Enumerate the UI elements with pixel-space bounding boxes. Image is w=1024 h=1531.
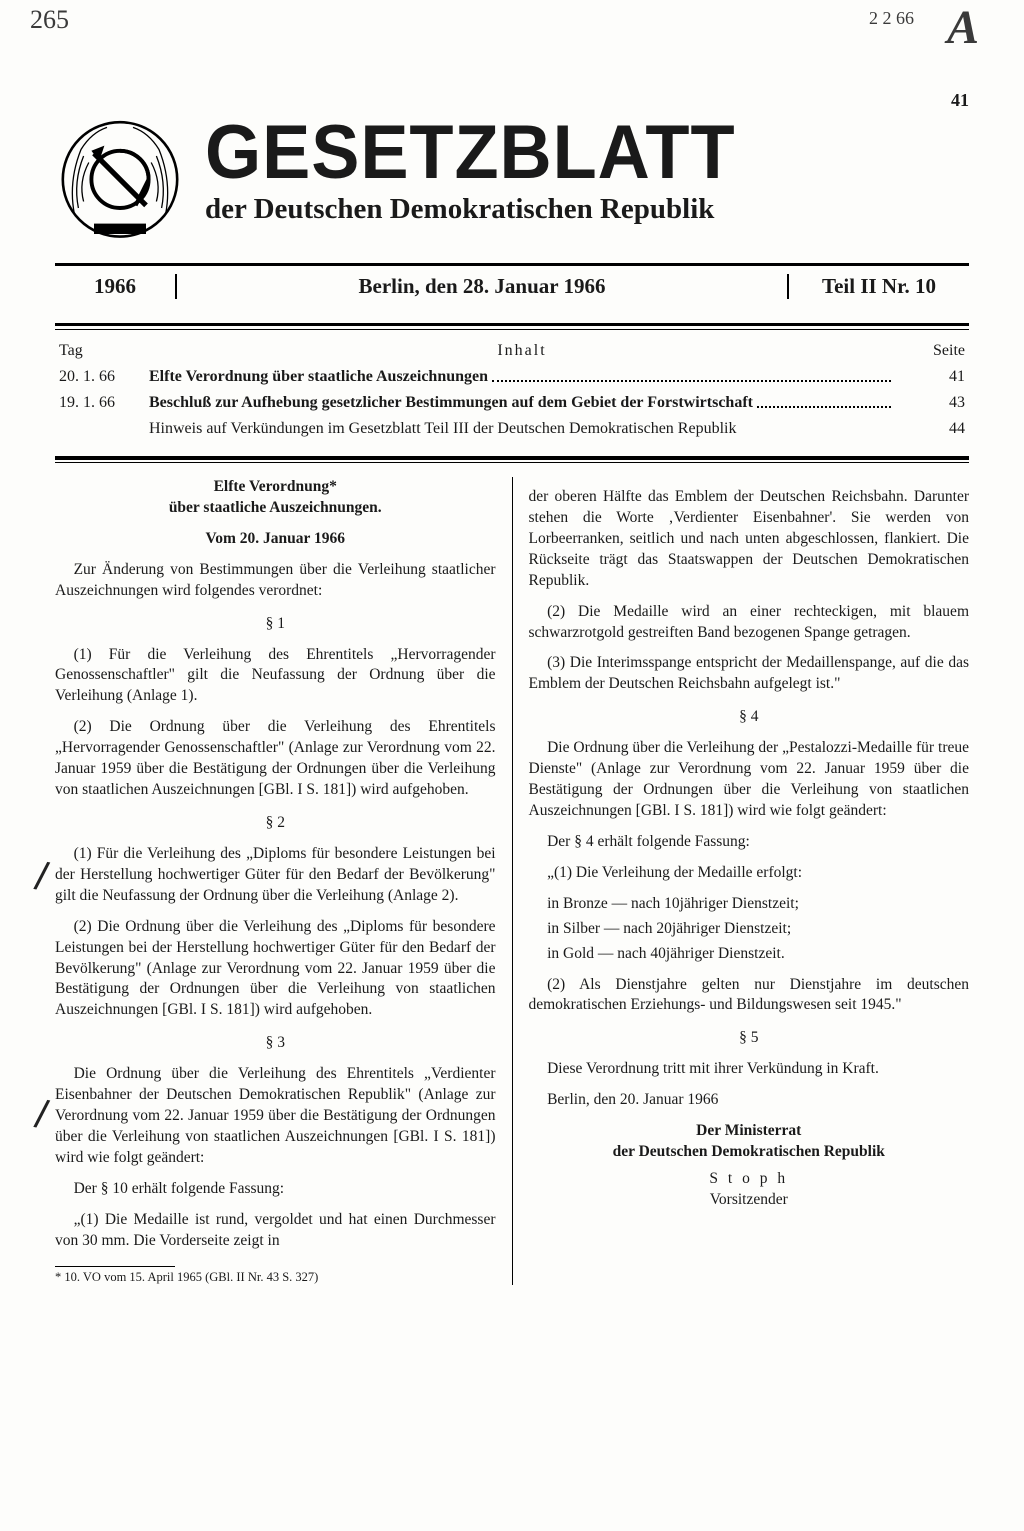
para: (1) Für die Verleihung des „Diploms für …: [55, 844, 496, 907]
para: (2) Die Ordnung über die Verleihung des …: [55, 717, 496, 801]
para: (3) Die Interimsspange entspricht der Me…: [529, 653, 970, 695]
toc-page: 41: [895, 368, 965, 386]
toc-title: Elfte Verordnung über staatliche Auszeic…: [149, 368, 488, 386]
list-item: in Bronze — nach 10jähriger Dienstzeit;: [547, 894, 969, 915]
ordinance-subtitle: über staatliche Auszeichnungen.: [55, 498, 496, 519]
para: Berlin, den 20. Januar 1966: [529, 1090, 970, 1111]
para: Diese Verordnung tritt mit ihrer Verkünd…: [529, 1059, 970, 1080]
toc-page: 43: [895, 394, 965, 412]
para: Die Ordnung über die Verleihung der „Pes…: [529, 738, 970, 822]
toc-row: 19. 1. 66 Beschluß zur Aufhebung gesetzl…: [59, 390, 965, 416]
toc-title: Hinweis auf Verkündungen im Gesetzblatt …: [149, 420, 736, 438]
rule: [55, 1266, 175, 1267]
header-date: Berlin, den 28. Januar 1966: [177, 274, 789, 299]
handwriting-letter-a: A: [947, 0, 979, 55]
ddr-emblem-icon: [55, 117, 185, 247]
para: (1) Für die Verleihung des Ehrentitels „…: [55, 645, 496, 708]
signatory-line: der Deutschen Demokratischen Republik: [529, 1142, 970, 1163]
handwriting-top-left: 265: [30, 5, 69, 35]
page-number-top: 41: [55, 90, 969, 111]
list-item: in Gold — nach 40jähriger Dienstzeit.: [547, 944, 969, 965]
rule: [55, 323, 969, 326]
ordinance-date: Vom 20. Januar 1966: [55, 529, 496, 550]
header-year: 1966: [55, 274, 177, 299]
toc-header-inhalt: Inhalt: [149, 342, 895, 360]
toc-row: Hinweis auf Verkündungen im Gesetzblatt …: [59, 416, 965, 442]
section-heading: § 2: [55, 813, 496, 834]
para: (2) Die Ordnung über die Verleihung des …: [55, 917, 496, 1022]
ordinance-title: Elfte Verordnung*: [55, 477, 496, 498]
column-left: Elfte Verordnung* über staatliche Auszei…: [55, 477, 513, 1285]
table-of-contents: Tag Inhalt Seite 20. 1. 66 Elfte Verordn…: [55, 330, 969, 446]
signatory-line: Der Ministerrat: [529, 1121, 970, 1142]
header-bar: 1966 Berlin, den 28. Januar 1966 Teil II…: [55, 266, 969, 307]
margin-mark-icon: /: [31, 1087, 53, 1142]
section-heading: § 1: [55, 614, 496, 635]
para: (2) Als Dienstjahre gelten nur Dienstjah…: [529, 975, 970, 1017]
toc-row: 20. 1. 66 Elfte Verordnung über staatlic…: [59, 364, 965, 390]
column-right: der oberen Hälfte das Emblem der Deutsch…: [513, 477, 970, 1285]
section-heading: § 4: [529, 707, 970, 728]
signatory-name: S t o p h: [529, 1169, 970, 1190]
para: „(1) Die Medaille ist rund, vergoldet un…: [55, 1210, 496, 1252]
body-columns: Elfte Verordnung* über staatliche Auszei…: [55, 477, 969, 1285]
toc-header-tag: Tag: [59, 342, 149, 360]
toc-page: 44: [895, 420, 965, 438]
masthead-title: GESETZBLATT: [205, 117, 931, 189]
toc-date: 19. 1. 66: [59, 394, 149, 412]
para: „(1) Die Verleihung der Medaille erfolgt…: [529, 863, 970, 884]
signatory-role: Vorsitzender: [529, 1190, 970, 1211]
footnote: * 10. VO vom 15. April 1965 (GBl. II Nr.…: [55, 1269, 496, 1286]
masthead: GESETZBLATT der Deutschen Demokratischen…: [55, 117, 969, 247]
para: Die Ordnung über die Verleihung des Ehre…: [55, 1064, 496, 1169]
para: Der § 10 erhält folgende Fassung:: [55, 1179, 496, 1200]
toc-date: 20. 1. 66: [59, 368, 149, 386]
toc-header-seite: Seite: [895, 342, 965, 360]
handwriting-top-right: 2 2 66: [869, 8, 914, 29]
para: der oberen Hälfte das Emblem der Deutsch…: [529, 487, 970, 592]
para: Der § 4 erhält folgende Fassung:: [529, 832, 970, 853]
toc-title: Beschluß zur Aufhebung gesetzlicher Best…: [149, 394, 753, 412]
section-heading: § 3: [55, 1033, 496, 1054]
rule: [55, 456, 969, 463]
margin-mark-icon: /: [31, 849, 53, 904]
para: Zur Änderung von Bestimmungen über die V…: [55, 560, 496, 602]
para: (2) Die Medaille wird an einer rechtecki…: [529, 602, 970, 644]
header-part: Teil II Nr. 10: [789, 274, 969, 299]
section-heading: § 5: [529, 1028, 970, 1049]
list-item: in Silber — nach 20jähriger Dienstzeit;: [547, 919, 969, 940]
masthead-subtitle: der Deutschen Demokratischen Republik: [205, 193, 969, 226]
